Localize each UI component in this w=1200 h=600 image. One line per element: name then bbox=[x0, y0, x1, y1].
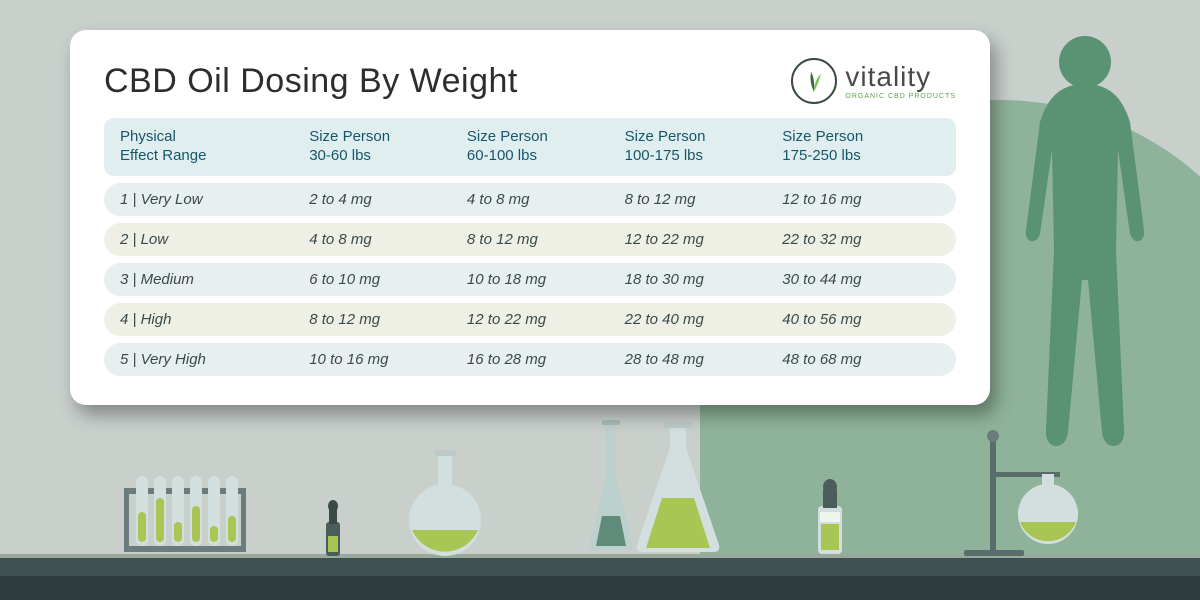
lab-bench bbox=[0, 490, 1200, 600]
table-cell: 22 to 40 mg bbox=[625, 311, 783, 328]
brand-logo: vitality ORGANIC CBD PRODUCTS bbox=[791, 58, 956, 104]
table-header-row: Physical Effect RangeSize Person 30-60 l… bbox=[104, 118, 956, 176]
table-cell: 22 to 32 mg bbox=[782, 231, 940, 248]
table-cell: 1 | Very Low bbox=[120, 191, 309, 208]
table-cell: 30 to 44 mg bbox=[782, 271, 940, 288]
brand-name: vitality bbox=[845, 63, 956, 91]
table-cell: 4 | High bbox=[120, 311, 309, 328]
table-cell: 10 to 16 mg bbox=[309, 351, 467, 368]
table-cell: 3 | Medium bbox=[120, 271, 309, 288]
table-cell: 8 to 12 mg bbox=[467, 231, 625, 248]
table-cell: 4 to 8 mg bbox=[467, 191, 625, 208]
table-cell: 12 to 16 mg bbox=[782, 191, 940, 208]
table-cell: 16 to 28 mg bbox=[467, 351, 625, 368]
table-row: 2 | Low4 to 8 mg8 to 12 mg12 to 22 mg22 … bbox=[104, 223, 956, 256]
table-cell: 12 to 22 mg bbox=[467, 311, 625, 328]
table-cell: 48 to 68 mg bbox=[782, 351, 940, 368]
table-cell: 6 to 10 mg bbox=[309, 271, 467, 288]
table-cell: 28 to 48 mg bbox=[625, 351, 783, 368]
column-header: Size Person 175-250 lbs bbox=[782, 128, 940, 166]
table-cell: 18 to 30 mg bbox=[625, 271, 783, 288]
ring-stand-icon bbox=[950, 428, 1090, 558]
bench-front bbox=[0, 576, 1200, 600]
table-cell: 5 | Very High bbox=[120, 351, 309, 368]
table-row: 3 | Medium6 to 10 mg10 to 18 mg18 to 30 … bbox=[104, 263, 956, 296]
brand-tagline: ORGANIC CBD PRODUCTS bbox=[845, 93, 956, 100]
column-header: Size Person 60-100 lbs bbox=[467, 128, 625, 166]
dosing-card: CBD Oil Dosing By Weight vitality ORGANI… bbox=[70, 30, 990, 405]
table-cell: 8 to 12 mg bbox=[625, 191, 783, 208]
page-title: CBD Oil Dosing By Weight bbox=[104, 62, 518, 101]
column-header: Size Person 30-60 lbs bbox=[309, 128, 467, 166]
table-cell: 8 to 12 mg bbox=[309, 311, 467, 328]
dosing-table: Physical Effect RangeSize Person 30-60 l… bbox=[104, 118, 956, 376]
table-row: 5 | Very High10 to 16 mg16 to 28 mg28 to… bbox=[104, 343, 956, 376]
florence-flask-icon bbox=[400, 448, 490, 558]
table-cell: 4 to 8 mg bbox=[309, 231, 467, 248]
flask-group-icon bbox=[580, 418, 730, 558]
human-silhouette-icon bbox=[1010, 30, 1160, 460]
table-cell: 40 to 56 mg bbox=[782, 311, 940, 328]
table-row: 4 | High8 to 12 mg12 to 22 mg22 to 40 mg… bbox=[104, 303, 956, 336]
test-tube-rack-icon bbox=[120, 468, 250, 558]
dropper-bottle-large-icon bbox=[810, 478, 850, 558]
column-header: Size Person 100-175 lbs bbox=[625, 128, 783, 166]
column-header: Physical Effect Range bbox=[120, 128, 309, 166]
table-cell: 10 to 18 mg bbox=[467, 271, 625, 288]
leaf-icon bbox=[791, 58, 837, 104]
table-cell: 12 to 22 mg bbox=[625, 231, 783, 248]
card-header: CBD Oil Dosing By Weight vitality ORGANI… bbox=[104, 58, 956, 104]
table-row: 1 | Very Low2 to 4 mg4 to 8 mg8 to 12 mg… bbox=[104, 183, 956, 216]
bench-top bbox=[0, 558, 1200, 576]
table-cell: 2 to 4 mg bbox=[309, 191, 467, 208]
dropper-bottle-icon bbox=[320, 498, 346, 558]
table-cell: 2 | Low bbox=[120, 231, 309, 248]
